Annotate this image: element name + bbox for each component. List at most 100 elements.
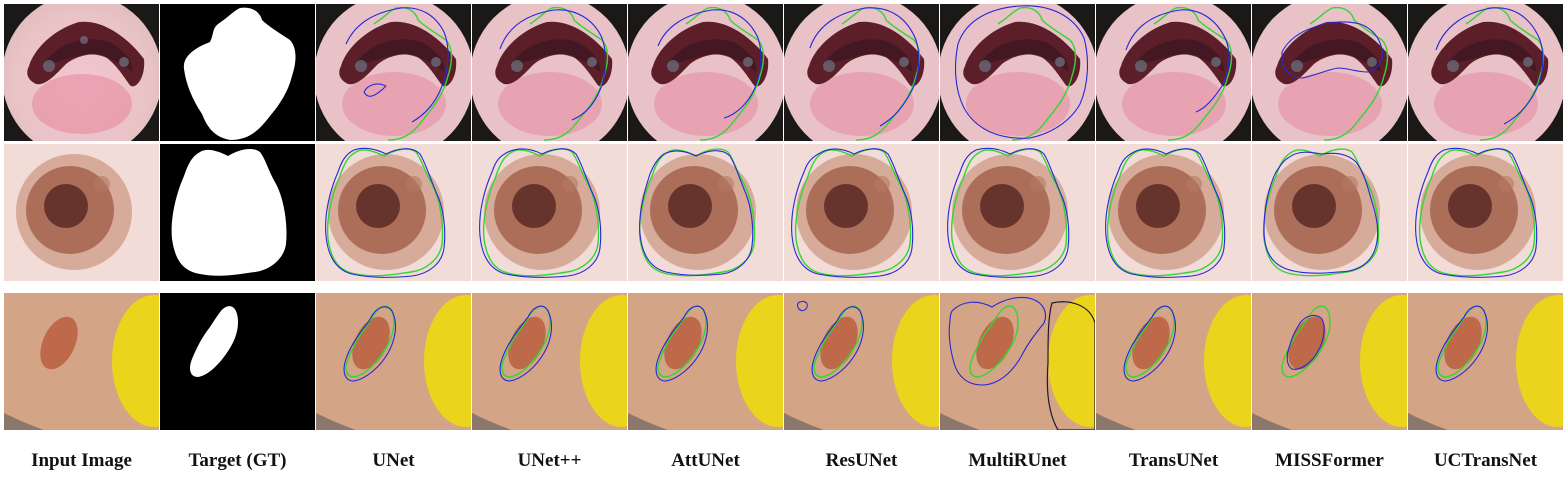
row3-unetpp-prediction-contour — [499, 305, 553, 382]
row2-unetpp-prediction-contour — [479, 148, 602, 278]
tile-row3-input — [4, 293, 159, 430]
row1-uctransnet-overlay — [1408, 4, 1563, 141]
label-transunet: TransUNet — [1128, 450, 1219, 471]
tile-row3-unet — [316, 293, 471, 430]
row1-multiresunet-prediction-contour — [955, 5, 1088, 139]
row3-unet-prediction-contour — [343, 306, 397, 382]
row1-missformer-prediction-contour — [1281, 21, 1383, 79]
row3-input-image — [4, 293, 159, 430]
row3-multiresunet-prediction-contour — [948, 296, 1047, 386]
label-resunet: ResUNet — [825, 450, 898, 471]
label-multiresunet: MultiRUnet — [968, 450, 1067, 471]
row1-resunet-overlay — [784, 4, 939, 141]
row2-uctransnet-overlay — [1408, 144, 1563, 281]
tile-row3-transunet — [1096, 293, 1251, 430]
row2-unetpp-overlay — [472, 144, 627, 281]
row3-gt-mask — [160, 293, 315, 430]
row3-attunet-prediction-contour — [655, 305, 709, 382]
row2-attunet-gt-contour — [638, 148, 756, 277]
label-unetpp: UNet++ — [517, 450, 582, 471]
row1-missformer-gt-contour — [1309, 6, 1389, 141]
row3-multiresunet-marker-contour — [1046, 301, 1095, 430]
row2-multiresunet-prediction-contour — [947, 147, 1070, 278]
row2-gt-mask — [160, 144, 315, 281]
tile-row1-transunet — [1096, 4, 1251, 141]
row3-missformer-gt-contour — [1281, 305, 1331, 378]
tile-row2-multiresunet — [940, 144, 1095, 281]
row1-input-image — [4, 4, 159, 141]
label-uctransnet: UCTransNet — [1433, 450, 1538, 471]
row1-transunet-overlay — [1096, 4, 1251, 141]
row2-transunet-overlay — [1096, 144, 1251, 281]
row2-input-image — [4, 144, 159, 281]
row1-unetpp-gt-contour — [529, 6, 609, 141]
row1-multiresunet-overlay — [940, 4, 1095, 141]
tile-row1-multiresunet — [940, 4, 1095, 141]
row3-attunet-overlay — [628, 293, 783, 430]
tile-row2-resunet — [784, 144, 939, 281]
tile-row3-missformer — [1252, 293, 1407, 430]
row2-resunet-overlay — [784, 144, 939, 281]
figure-grid — [4, 4, 1564, 434]
row3-resunet-overlay — [784, 293, 939, 430]
label-attunet: AttUNet — [671, 450, 740, 471]
row1-unet-prediction-contour — [345, 7, 449, 123]
tile-row1-uctransnet — [1408, 4, 1563, 141]
tile-row2-uctransnet — [1408, 144, 1563, 281]
row3-unetpp-overlay — [472, 293, 627, 430]
row3-transunet-prediction-contour — [1123, 305, 1177, 382]
row1-uctransnet-gt-contour — [1465, 6, 1545, 141]
tile-row2-unetpp — [472, 144, 627, 281]
label-missformer: MISSFormer — [1275, 450, 1384, 471]
tile-row1-attunet — [628, 4, 783, 141]
row2-multiresunet-overlay — [940, 144, 1095, 281]
row2-transunet-prediction-contour — [1105, 148, 1226, 278]
row2-missformer-gt-contour — [1262, 148, 1380, 277]
tile-row3-multiresunet — [940, 293, 1095, 430]
tile-row1-resunet — [784, 4, 939, 141]
row2-uctransnet-prediction-contour — [1415, 147, 1538, 278]
row2-attunet-overlay — [628, 144, 783, 281]
row3-multiresunet-overlay — [940, 293, 1095, 430]
label-input: Input Image — [31, 450, 132, 471]
label-unet: UNet — [372, 450, 415, 471]
row3-resunet-prediction-contour — [797, 300, 865, 382]
row2-missformer-prediction-contour — [1263, 151, 1379, 274]
row1-attunet-overlay — [628, 4, 783, 141]
row1-gt-mask — [160, 4, 315, 141]
tile-row3-resunet — [784, 293, 939, 430]
tile-row2-transunet — [1096, 144, 1251, 281]
row1-attunet-gt-contour — [685, 6, 765, 141]
row2-attunet-prediction-contour — [639, 150, 754, 276]
row1-resunet-prediction-contour — [809, 7, 920, 127]
tile-row1-unetpp — [472, 4, 627, 141]
row1-unetpp-overlay — [472, 4, 627, 141]
row3-missformer-overlay — [1252, 293, 1407, 430]
tile-row2-input — [4, 144, 159, 281]
tile-row1-missformer — [1252, 4, 1407, 141]
tile-row3-gt — [160, 293, 315, 430]
row3-unet-overlay — [316, 293, 471, 430]
row3-uctransnet-prediction-contour — [1435, 305, 1489, 382]
row1-transunet-prediction-contour — [1125, 9, 1230, 113]
row1-unet-overlay — [316, 4, 471, 141]
row1-uctransnet-prediction-contour — [1435, 7, 1544, 125]
row2-unet-overlay — [316, 144, 471, 281]
tile-row3-uctransnet — [1408, 293, 1563, 430]
row3-transunet-overlay — [1096, 293, 1251, 430]
tile-row2-unet — [316, 144, 471, 281]
row3-multiresunet-gt-contour — [969, 305, 1019, 378]
row3-uctransnet-overlay — [1408, 293, 1563, 430]
tile-row2-gt — [160, 144, 315, 281]
row1-missformer-overlay — [1252, 4, 1407, 141]
row2-unet-prediction-contour — [325, 147, 446, 278]
column-labels: Input Image Target (GT) UNet UNet++ AttU… — [4, 446, 1564, 476]
tile-row3-unetpp — [472, 293, 627, 430]
tile-row1-gt — [160, 4, 315, 141]
row3-missformer-prediction-contour — [1286, 314, 1325, 370]
tile-row3-attunet — [628, 293, 783, 430]
tile-row2-attunet — [628, 144, 783, 281]
label-gt: Target (GT) — [188, 450, 287, 471]
tile-row2-missformer — [1252, 144, 1407, 281]
row1-multiresunet-gt-contour — [997, 6, 1077, 141]
